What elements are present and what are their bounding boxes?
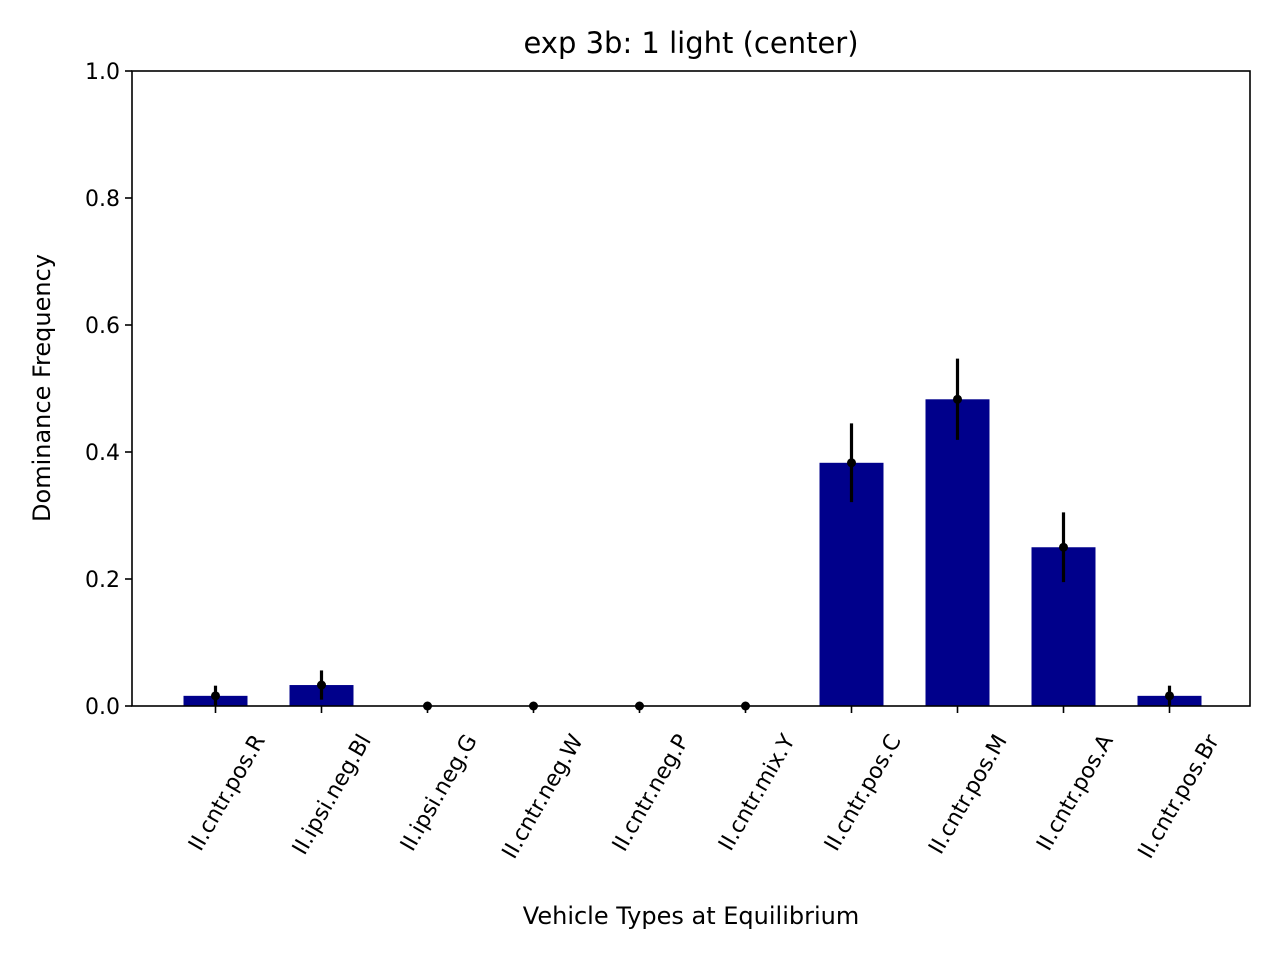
y-tick-label: 0.2 bbox=[85, 568, 120, 593]
y-tick-label: 0.6 bbox=[85, 314, 120, 339]
mean-point-II.cntr.pos.M bbox=[953, 394, 962, 404]
chart-title: exp 3b: 1 light (center) bbox=[523, 26, 858, 60]
y-tick-label: 0.8 bbox=[85, 187, 120, 212]
bars-group bbox=[183, 358, 1202, 711]
x-axis-label: Vehicle Types at Equilibrium bbox=[523, 902, 859, 930]
mean-point-II.ipsi.neg.Bl bbox=[317, 680, 326, 690]
mean-point-II.cntr.pos.A bbox=[1059, 542, 1068, 552]
mean-point-II.cntr.pos.Br bbox=[1165, 691, 1174, 701]
mean-point-II.cntr.pos.C bbox=[847, 458, 856, 468]
plot-frame bbox=[131, 70, 1251, 707]
y-axis-ticks: 0.0 0.2 0.4 0.6 0.8 1.0 bbox=[85, 60, 132, 720]
y-tick-label: 1.0 bbox=[85, 60, 120, 85]
bar-II.cntr.pos.M bbox=[925, 399, 990, 706]
y-tick-label: 0.4 bbox=[85, 441, 120, 466]
y-tick-label: 0.0 bbox=[85, 695, 120, 720]
mean-point-II.cntr.pos.R bbox=[211, 691, 220, 701]
bar-II.cntr.pos.C bbox=[819, 462, 884, 706]
y-axis-label: Dominance Frequency bbox=[28, 254, 56, 522]
